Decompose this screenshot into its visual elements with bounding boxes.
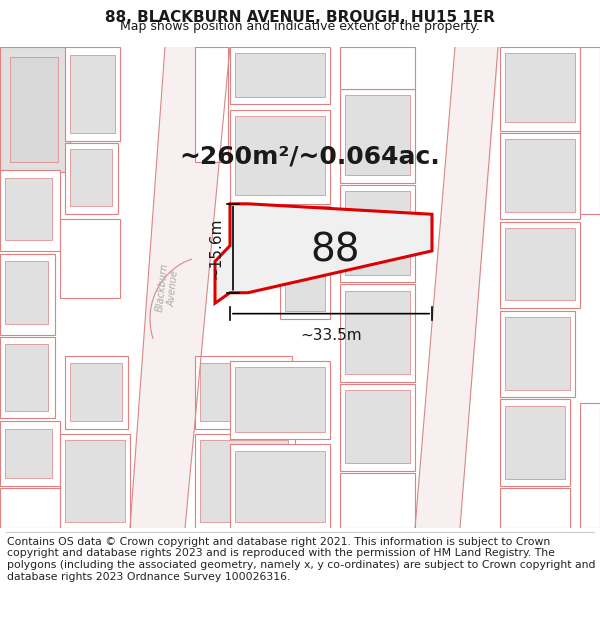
Polygon shape (60, 434, 130, 528)
Polygon shape (340, 472, 415, 528)
Polygon shape (580, 402, 600, 528)
Text: 88: 88 (310, 232, 360, 270)
Polygon shape (230, 47, 330, 104)
Polygon shape (340, 185, 415, 282)
Polygon shape (340, 384, 415, 471)
Polygon shape (0, 488, 60, 528)
Polygon shape (340, 89, 415, 183)
Polygon shape (235, 451, 325, 522)
Polygon shape (235, 367, 325, 432)
Polygon shape (230, 109, 330, 204)
Polygon shape (195, 356, 292, 429)
Polygon shape (60, 219, 120, 298)
Polygon shape (215, 204, 432, 303)
Polygon shape (505, 139, 575, 212)
Polygon shape (415, 47, 500, 528)
Polygon shape (500, 488, 570, 528)
Polygon shape (340, 47, 415, 89)
Polygon shape (505, 228, 575, 300)
Text: 88, BLACKBURN AVENUE, BROUGH, HU15 1ER: 88, BLACKBURN AVENUE, BROUGH, HU15 1ER (105, 10, 495, 25)
Text: ~260m²/~0.064ac.: ~260m²/~0.064ac. (179, 145, 440, 169)
Polygon shape (340, 284, 415, 382)
Polygon shape (5, 429, 52, 478)
Polygon shape (0, 171, 60, 251)
Polygon shape (230, 444, 330, 528)
Polygon shape (505, 53, 575, 122)
Polygon shape (10, 58, 58, 162)
Polygon shape (5, 177, 52, 241)
Polygon shape (0, 47, 70, 172)
Polygon shape (345, 291, 410, 374)
Text: Contains OS data © Crown copyright and database right 2021. This information is : Contains OS data © Crown copyright and d… (7, 537, 596, 582)
Text: Blackburn
Avenue: Blackburn Avenue (155, 262, 181, 313)
Polygon shape (500, 132, 580, 219)
Polygon shape (130, 47, 230, 528)
Polygon shape (280, 206, 330, 319)
Polygon shape (5, 261, 48, 324)
Polygon shape (65, 440, 125, 522)
Polygon shape (500, 399, 570, 486)
Polygon shape (230, 361, 330, 439)
Polygon shape (235, 116, 325, 196)
Polygon shape (500, 222, 580, 308)
Polygon shape (195, 47, 228, 162)
Text: Map shows position and indicative extent of the property.: Map shows position and indicative extent… (120, 20, 480, 32)
Polygon shape (285, 212, 325, 311)
Polygon shape (0, 254, 55, 334)
Polygon shape (65, 356, 128, 429)
Polygon shape (70, 363, 122, 421)
Polygon shape (195, 434, 295, 528)
Polygon shape (345, 95, 410, 174)
Polygon shape (345, 390, 410, 463)
Polygon shape (235, 53, 325, 97)
Polygon shape (200, 440, 288, 522)
Text: ~33.5m: ~33.5m (300, 328, 362, 343)
Polygon shape (70, 55, 115, 132)
Polygon shape (65, 143, 118, 214)
Polygon shape (500, 311, 575, 398)
Polygon shape (505, 317, 570, 390)
Polygon shape (5, 344, 48, 411)
Text: ~15.6m: ~15.6m (208, 217, 223, 279)
Polygon shape (345, 191, 410, 275)
Polygon shape (70, 149, 112, 206)
Polygon shape (0, 421, 60, 486)
Polygon shape (580, 47, 600, 214)
Polygon shape (65, 47, 120, 141)
Polygon shape (0, 337, 55, 418)
Polygon shape (505, 406, 565, 479)
Polygon shape (500, 47, 580, 131)
Polygon shape (200, 363, 285, 421)
